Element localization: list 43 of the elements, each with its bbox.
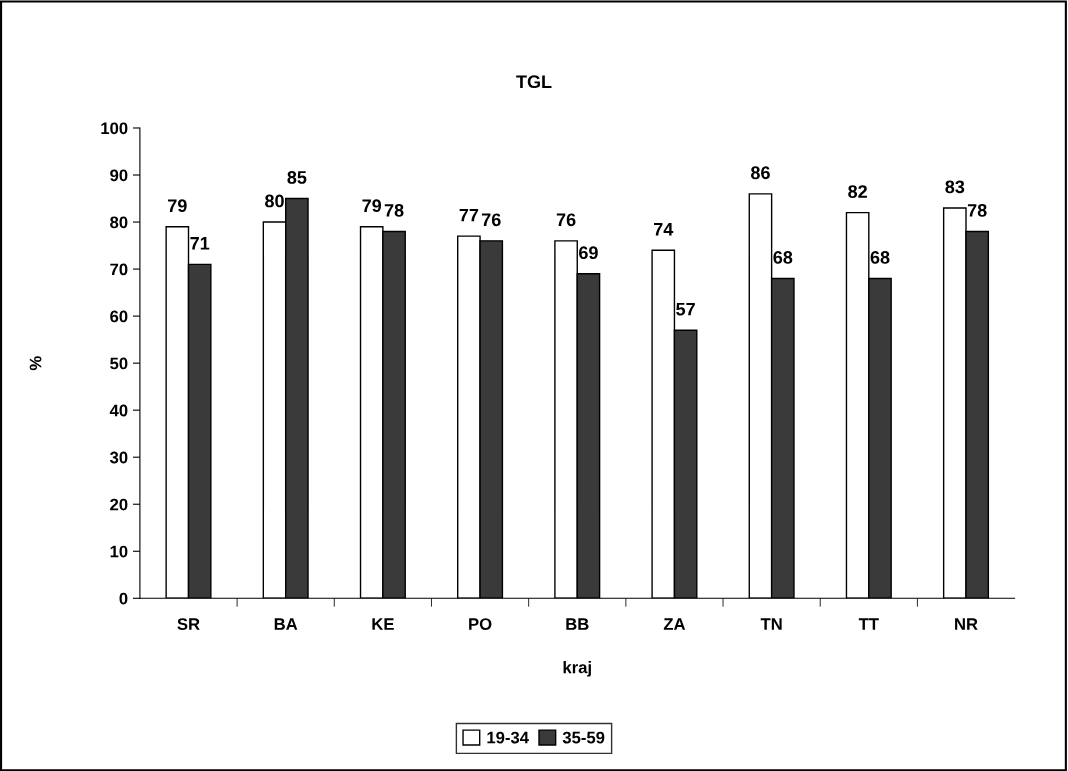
data-label: 76: [556, 213, 576, 227]
y-tick-label: 90: [110, 169, 128, 182]
x-tick-label: SR: [177, 618, 200, 630]
y-tick-label: 60: [110, 310, 128, 323]
data-label: 78: [967, 203, 987, 217]
data-label: 83: [945, 180, 965, 194]
data-label: 78: [384, 203, 404, 217]
x-tick-label: ZA: [663, 618, 686, 630]
legend-label: 35-59: [562, 731, 605, 744]
x-tick-label: TN: [760, 618, 782, 630]
data-label: 68: [870, 251, 890, 264]
data-label: 85: [287, 171, 307, 184]
data-label: 86: [750, 166, 770, 180]
data-label: 57: [676, 302, 695, 316]
chart-title: TGL: [516, 75, 552, 89]
y-tick-label: 50: [110, 357, 128, 370]
y-tick-label: 40: [109, 404, 128, 417]
x-tick-label: PO: [469, 618, 492, 630]
data-label: 77: [459, 208, 479, 222]
y-tick-label: 10: [110, 545, 128, 558]
data-label: 79: [168, 199, 187, 213]
y-tick-label: 20: [110, 498, 128, 511]
y-tick-label: 30: [109, 451, 128, 464]
data-label: 69: [579, 246, 598, 260]
data-label: 79: [362, 199, 382, 213]
legend-label: 19-34: [487, 731, 529, 744]
x-tick-label: KE: [372, 618, 394, 630]
x-tick-label: NR: [955, 618, 978, 630]
data-label: 71: [190, 237, 210, 250]
y-axis-title: %: [29, 356, 42, 371]
data-label: 82: [848, 185, 867, 198]
y-tick-label: 0: [119, 592, 128, 605]
y-tick-label: 70: [110, 263, 128, 276]
y-tick-label: 100: [101, 122, 128, 135]
y-tick-label: 80: [110, 216, 128, 229]
data-label: 68: [773, 251, 793, 264]
x-tick-label: BA: [274, 618, 298, 630]
x-tick-label: BB: [566, 618, 589, 630]
data-label: 74: [654, 222, 674, 236]
x-tick-label: TT: [858, 618, 879, 630]
data-label: 76: [481, 213, 501, 227]
x-axis-title: kraj: [563, 661, 591, 677]
data-label: 80: [265, 194, 284, 208]
